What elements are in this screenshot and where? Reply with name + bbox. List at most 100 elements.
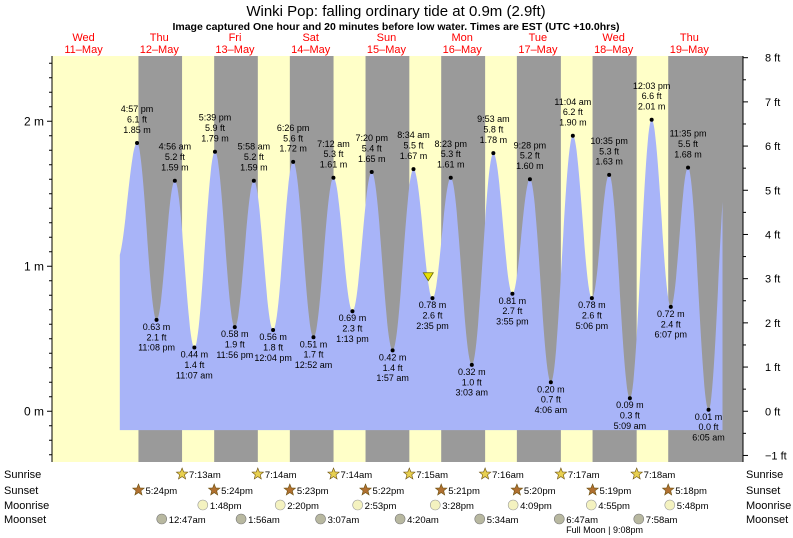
sunrise-time: 7:17am: [568, 470, 600, 481]
tide-label-text: 12:04 pm: [254, 353, 292, 363]
moonset-time: 6:47am: [566, 515, 598, 526]
day-weekday: Fri: [229, 32, 242, 44]
sunrise-icon: [175, 467, 189, 480]
sunset-icon: [510, 483, 524, 496]
tide-label-text: 6:26 pm: [277, 123, 310, 133]
tide-label-text: 1.59 m: [161, 163, 189, 173]
tide-label-text: 5.2 ft: [244, 152, 265, 162]
sunrise-icon: [402, 467, 416, 480]
tide-label-text: 5:09 am: [614, 421, 647, 431]
row-label-left: Sunset: [4, 485, 38, 497]
day-weekday: Tue: [529, 32, 548, 44]
tide-label-text: 8:23 pm: [434, 139, 467, 149]
tide-label-text: 1.59 m: [240, 163, 268, 173]
moonrise-time: 1:48pm: [210, 501, 242, 512]
sunrise-icon: [630, 467, 644, 480]
tide-label-text: 1.65 m: [358, 154, 386, 164]
day-weekday: Wed: [72, 32, 94, 44]
tide-label-text: 0.51 m: [300, 339, 328, 349]
day-date: 12–May: [140, 44, 180, 56]
sunset-icon: [283, 483, 297, 496]
tide-label-text: 1.9 ft: [225, 340, 246, 350]
high-tide-point: [411, 167, 416, 172]
tide-label-text: 1.8 ft: [263, 342, 284, 352]
day-date: 18–May: [594, 44, 634, 56]
moonset-icon: [315, 513, 326, 525]
sunset-time: 5:21pm: [448, 486, 480, 497]
tide-label-text: 1.68 m: [674, 149, 702, 159]
tide-label-text: 4:06 am: [535, 405, 568, 415]
day-weekday: Sat: [302, 32, 319, 44]
tide-label-text: 2.6 ft: [582, 311, 603, 321]
right-tick-label: 4 ft: [765, 229, 780, 241]
sunrise-time: 7:18am: [644, 470, 676, 481]
tide-label-text: 1.90 m: [559, 118, 587, 128]
low-tide-point: [154, 317, 159, 322]
high-tide-point: [491, 151, 496, 156]
low-tide-point: [192, 345, 197, 350]
sunset-time: 5:18pm: [675, 486, 707, 497]
right-tick-label: 0 ft: [765, 406, 780, 418]
low-tide-point: [350, 309, 355, 314]
moonset-icon: [156, 513, 168, 525]
tide-area-layer: [119, 119, 723, 431]
tide-label-text: 0.42 m: [379, 352, 407, 362]
tide-label-text: 3:03 am: [456, 388, 489, 398]
moonrise-time: 4:09pm: [520, 501, 552, 512]
tide-label-text: 1.4 ft: [184, 360, 205, 370]
tide-label-text: 0.81 m: [499, 296, 527, 306]
tide-label-text: 12:52 am: [295, 360, 333, 370]
chart-subtitle: Image captured One hour and 20 minutes b…: [172, 21, 619, 33]
tide-label-text: 5.4 ft: [362, 143, 383, 153]
moonrise-time: 5:48pm: [677, 501, 709, 512]
tide-label-text: 11:08 pm: [138, 343, 175, 353]
low-tide-point: [232, 325, 237, 330]
tide-label-text: 0.7 ft: [541, 395, 562, 405]
moonset-icon: [235, 513, 247, 525]
tide-label-text: 1.7 ft: [303, 350, 324, 360]
moonrise-icon: [664, 499, 676, 511]
moonrise-icon: [585, 499, 597, 511]
low-tide-point: [390, 348, 395, 353]
tide-label-text: 5.5 ft: [678, 139, 699, 149]
tide-label-text: 6:07 pm: [655, 330, 688, 340]
sunset-time: 5:22pm: [373, 486, 405, 497]
tide-label-text: 5.6 ft: [283, 133, 304, 143]
high-tide-point: [649, 117, 654, 122]
sunrise-icon: [251, 467, 265, 480]
high-tide-point: [448, 175, 453, 180]
low-tide-point: [589, 296, 594, 301]
tide-label-text: 2:35 pm: [416, 321, 449, 331]
high-tide-point: [686, 165, 691, 170]
tide-label-text: 5:58 am: [238, 142, 271, 152]
tide-label-text: 5:39 pm: [199, 113, 232, 123]
sunset-icon: [207, 483, 221, 496]
moonrise-icon: [507, 499, 519, 511]
tide-label-text: 2.3 ft: [342, 324, 363, 334]
moonset-time: 1:56am: [248, 515, 280, 526]
sunrise-icon: [327, 467, 340, 480]
low-tide-point: [271, 328, 276, 333]
tide-label-text: 1.72 m: [279, 144, 307, 154]
right-tick-label: 2 ft: [765, 318, 780, 330]
high-tide-point: [369, 170, 374, 174]
tide-label-text: 5.2 ft: [165, 152, 186, 162]
day-weekday: Thu: [150, 32, 169, 44]
tide-label-text: 0.32 m: [458, 367, 486, 377]
left-tick-label: 1 m: [24, 259, 44, 273]
tide-label-text: 6.6 ft: [642, 91, 663, 101]
day-date: 11–May: [64, 44, 103, 56]
tide-label-text: 4:57 pm: [121, 104, 154, 114]
tide-label-text: 0.01 m: [695, 412, 723, 422]
sunset-time: 5:24pm: [145, 486, 177, 497]
sunset-time: 5:19pm: [600, 486, 632, 497]
low-tide-point: [627, 396, 632, 401]
chart-title: Winki Pop: falling ordinary tide at 0.9m…: [246, 3, 545, 20]
sunrise-time: 7:15am: [416, 470, 448, 481]
tide-label-text: 2.7 ft: [502, 306, 523, 316]
sunrise-icon: [554, 467, 568, 480]
tide-label-text: 1.61 m: [320, 160, 348, 170]
low-tide-point: [510, 291, 515, 296]
row-label-right: Sunset: [746, 485, 780, 497]
tide-label-text: 5.9 ft: [205, 123, 226, 133]
